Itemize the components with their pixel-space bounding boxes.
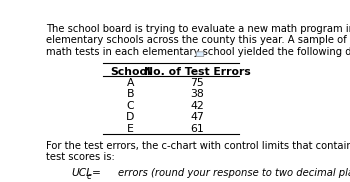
Text: The school board is trying to evaluate a new math program introduced to second-g: The school board is trying to evaluate a… [47, 24, 350, 34]
Text: E: E [127, 124, 134, 134]
Text: 75: 75 [190, 78, 204, 88]
FancyBboxPatch shape [196, 52, 204, 57]
Text: c: c [86, 172, 91, 181]
Text: School: School [110, 67, 151, 77]
Text: A: A [127, 78, 134, 88]
Text: 61: 61 [190, 124, 204, 134]
Text: UCL: UCL [71, 168, 92, 178]
Text: =: = [92, 168, 101, 178]
Text: D: D [126, 112, 135, 122]
Text: 38: 38 [190, 89, 204, 99]
Text: 47: 47 [190, 112, 204, 122]
Text: For the test errors, the c-chart with control limits that contain 99.73% of the : For the test errors, the c-chart with co… [47, 141, 350, 151]
Text: C: C [127, 101, 134, 111]
Text: errors (round your response to two decimal places).: errors (round your response to two decim… [118, 168, 350, 178]
FancyBboxPatch shape [101, 167, 116, 179]
Text: No. of Test Errors: No. of Test Errors [144, 67, 250, 77]
Text: math tests in each elementary school yielded the following data:: math tests in each elementary school yie… [47, 47, 350, 57]
Text: B: B [127, 89, 134, 99]
Text: test scores is:: test scores is: [47, 152, 115, 162]
Text: 42: 42 [190, 101, 204, 111]
Text: elementary schools across the county this year. A sample of the student scores o: elementary schools across the county thi… [47, 35, 350, 46]
